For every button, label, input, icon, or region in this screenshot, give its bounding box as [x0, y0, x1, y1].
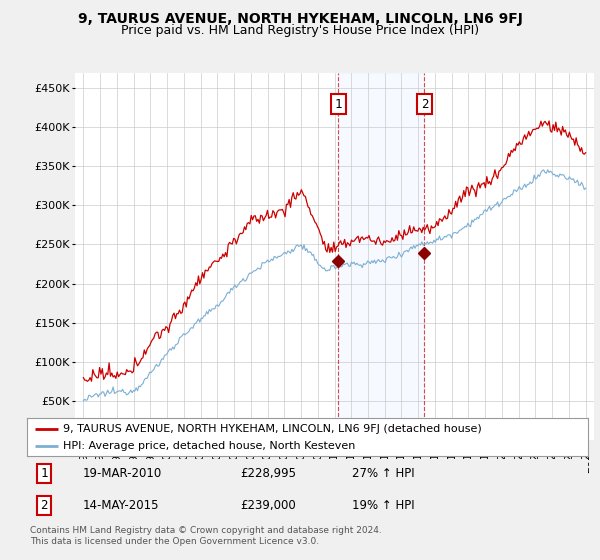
Text: 19-MAR-2010: 19-MAR-2010 — [83, 467, 163, 480]
Text: HPI: Average price, detached house, North Kesteven: HPI: Average price, detached house, Nort… — [64, 441, 356, 451]
Text: 2: 2 — [421, 97, 428, 110]
Text: 9, TAURUS AVENUE, NORTH HYKEHAM, LINCOLN, LN6 9FJ: 9, TAURUS AVENUE, NORTH HYKEHAM, LINCOLN… — [77, 12, 523, 26]
Text: 27% ↑ HPI: 27% ↑ HPI — [352, 467, 415, 480]
Bar — [338, 73, 424, 440]
Text: Contains HM Land Registry data © Crown copyright and database right 2024.
This d: Contains HM Land Registry data © Crown c… — [30, 526, 382, 546]
Text: 1: 1 — [334, 97, 342, 110]
Text: Price paid vs. HM Land Registry's House Price Index (HPI): Price paid vs. HM Land Registry's House … — [121, 24, 479, 37]
Text: 19% ↑ HPI: 19% ↑ HPI — [352, 499, 415, 512]
Text: 9, TAURUS AVENUE, NORTH HYKEHAM, LINCOLN, LN6 9FJ (detached house): 9, TAURUS AVENUE, NORTH HYKEHAM, LINCOLN… — [64, 423, 482, 433]
Text: 14-MAY-2015: 14-MAY-2015 — [83, 499, 160, 512]
Text: 2: 2 — [40, 499, 47, 512]
Text: £228,995: £228,995 — [240, 467, 296, 480]
Text: 1: 1 — [40, 467, 47, 480]
Text: £239,000: £239,000 — [240, 499, 296, 512]
